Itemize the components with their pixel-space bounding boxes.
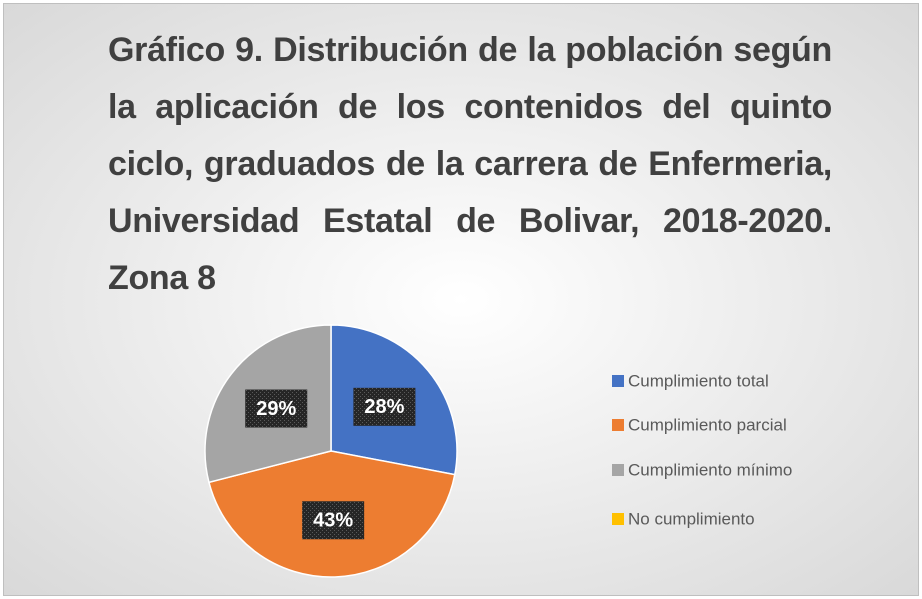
legend-label: No cumplimiento [628, 509, 755, 528]
legend-swatch [612, 513, 624, 525]
data-label: 43% [313, 510, 353, 532]
legend-label: Cumplimiento mínimo [628, 460, 792, 479]
data-label-box [245, 389, 308, 428]
data-label-box [302, 501, 365, 540]
legend-label: Cumplimiento parcial [628, 415, 787, 434]
data-label: 28% [364, 396, 404, 418]
data-label: 29% [256, 398, 296, 420]
chart-title: Gráfico 9. Distribución de la población … [108, 31, 832, 297]
title-box: Gráfico 9. Distribución de la población … [108, 31, 832, 297]
chart-area [3, 3, 919, 596]
legend-swatch [612, 375, 624, 387]
legend-swatch [612, 464, 624, 476]
legend-swatch [612, 419, 624, 431]
legend-label: Cumplimiento total [628, 371, 769, 390]
data-label-box [353, 387, 416, 426]
